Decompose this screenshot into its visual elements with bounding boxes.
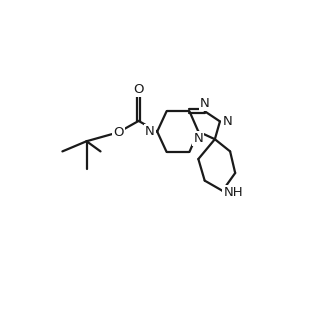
Text: N: N	[193, 132, 203, 145]
Text: O: O	[133, 82, 144, 96]
Text: N: N	[223, 115, 233, 128]
Text: N: N	[145, 125, 155, 138]
Text: O: O	[113, 126, 123, 139]
Text: N: N	[200, 97, 210, 110]
Text: NH: NH	[223, 185, 243, 199]
